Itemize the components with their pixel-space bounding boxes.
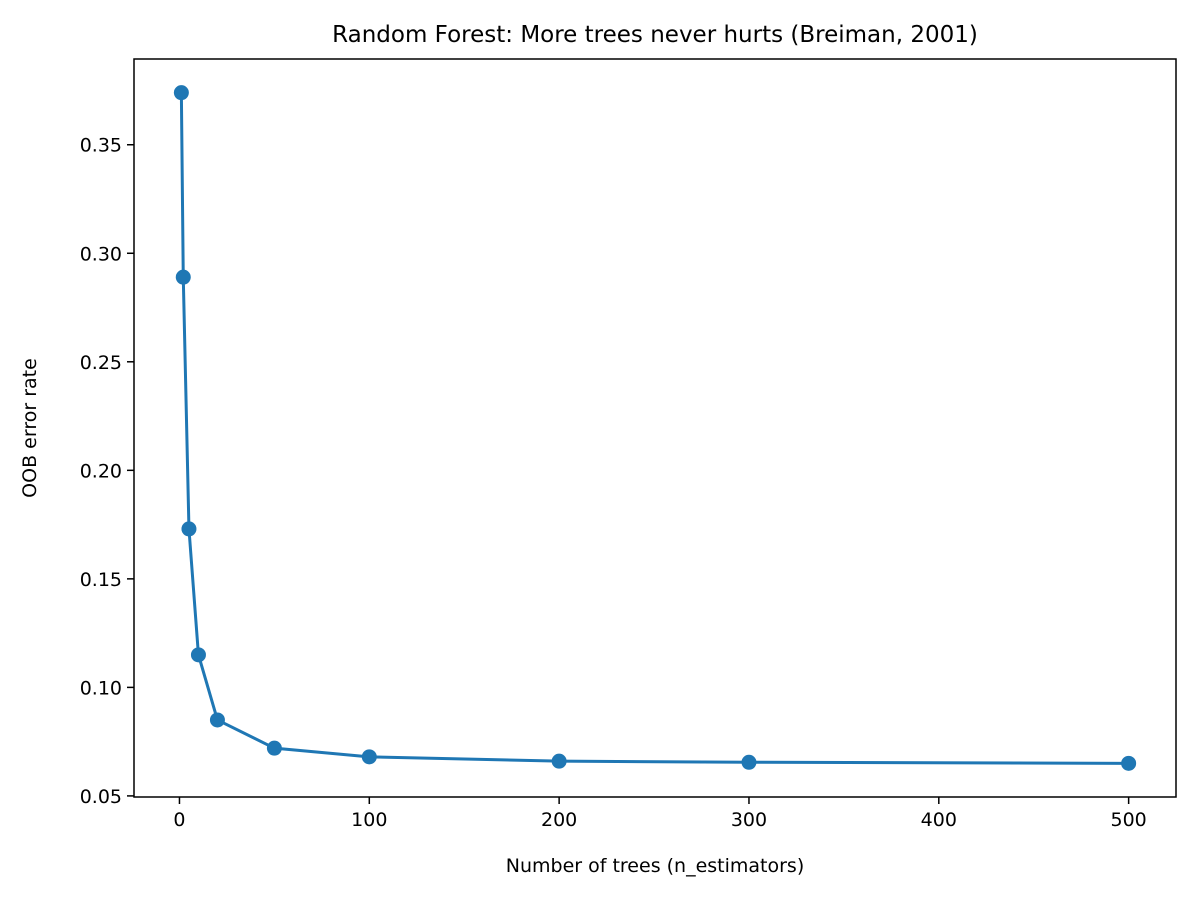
y-tick-label: 0.35 (80, 135, 122, 157)
data-point (181, 521, 197, 537)
chart-title: Random Forest: More trees never hurts (B… (332, 22, 978, 48)
data-point (175, 269, 191, 285)
y-tick-label: 0.30 (80, 243, 122, 265)
plot-frame (133, 58, 1177, 798)
series-line (179, 92, 1129, 765)
x-axis-label: Number of trees (n_estimators) (506, 855, 805, 877)
data-point (190, 647, 206, 663)
data-point (741, 754, 757, 770)
y-tick-label: 0.20 (80, 460, 122, 482)
x-tick-label: 200 (541, 809, 577, 831)
data-point (209, 712, 225, 728)
x-tick-label: 100 (351, 809, 387, 831)
y-tick-label: 0.15 (80, 569, 122, 591)
x-tick-label: 0 (173, 809, 185, 831)
x-tick-label: 500 (1111, 809, 1147, 831)
data-point (551, 753, 567, 769)
data-point (173, 85, 189, 101)
data-point (1121, 755, 1137, 771)
data-point (361, 749, 377, 765)
y-tick-label: 0.10 (80, 677, 122, 699)
y-tick-label: 0.25 (80, 352, 122, 374)
y-tick-label: 0.05 (80, 786, 122, 808)
x-tick-label: 300 (731, 809, 767, 831)
y-axis-label: OOB error rate (19, 358, 41, 498)
x-tick-label: 400 (921, 809, 957, 831)
data-point (266, 740, 282, 756)
